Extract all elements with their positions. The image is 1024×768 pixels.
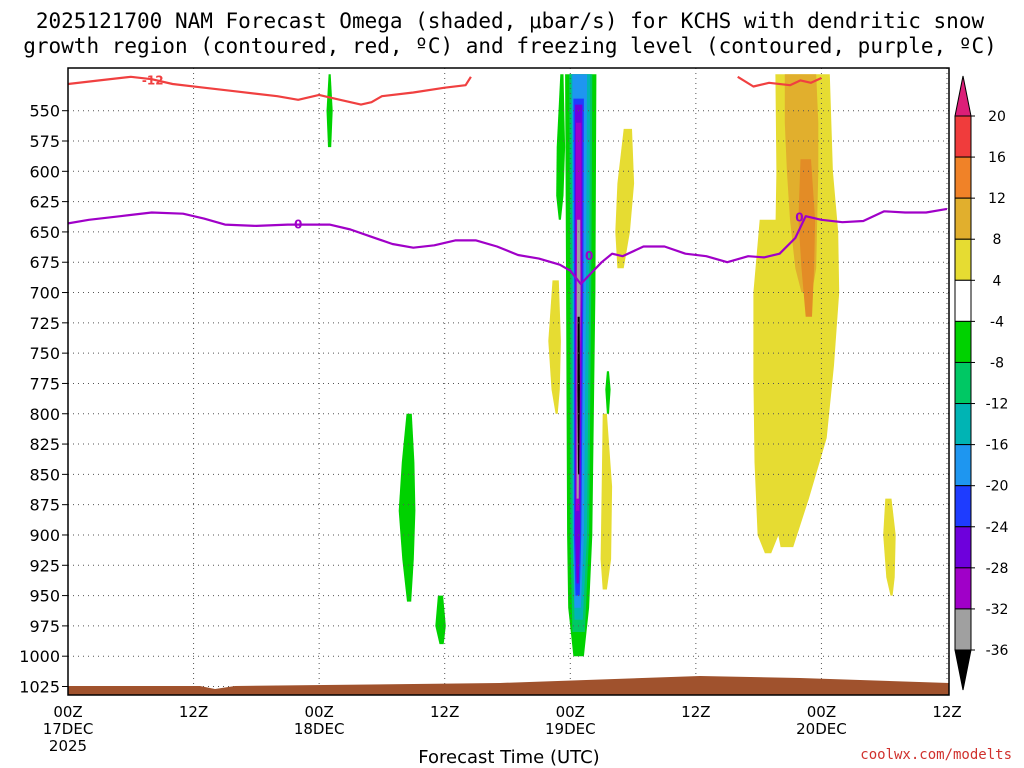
freezing-level-label-mid: 0	[585, 249, 593, 263]
terrain	[68, 676, 949, 695]
omega-negative-mid-small	[605, 371, 611, 414]
omega-negative-lowlevel	[398, 413, 416, 602]
y-tick-label: 850	[29, 465, 60, 484]
chart-title-line2: growth region (contoured, red, ºC) and f…	[23, 34, 997, 58]
y-tick-label: 550	[29, 102, 60, 121]
y-tick-label: 950	[29, 587, 60, 606]
freezing-level-label-right: 0	[795, 210, 803, 224]
x-tick-year: 2025	[49, 737, 87, 755]
colorbar-label: -28	[986, 561, 1009, 577]
x-tick-date: 20DEC	[796, 720, 847, 738]
colorbar-box	[954, 403, 972, 446]
credit-text: coolwx.com/modelts	[860, 747, 1012, 763]
colorbar-top-arrow	[954, 75, 972, 117]
colorbar-box	[954, 279, 972, 322]
contours: -12 0 0 0	[68, 73, 948, 286]
omega-positive-4-west	[753, 219, 780, 554]
x-tick-label: 00Z	[53, 703, 82, 721]
y-tick-label: 1000	[19, 647, 60, 666]
omega-negative-upper-left-col	[556, 74, 566, 220]
omega-negative-low-small	[435, 595, 446, 645]
y-tick-label: 1025	[19, 678, 60, 697]
dgz-contour-line	[68, 75, 472, 106]
colorbar-box	[954, 320, 972, 363]
omega-negative-upper-18dec	[326, 74, 333, 148]
x-tick-label: 12Z	[179, 703, 208, 721]
plot-frame	[67, 67, 950, 696]
y-tick-label: 800	[29, 405, 60, 424]
colorbar-box	[954, 485, 972, 528]
colorbar-label: 4	[993, 273, 1002, 289]
x-tick-date: 17DEC	[43, 720, 94, 738]
omega-positive-4-main	[766, 74, 840, 548]
x-tick-label: 00Z	[304, 703, 333, 721]
colorbar-box	[954, 238, 972, 281]
terrain-band	[68, 676, 949, 695]
x-tick-date: 19DEC	[545, 720, 596, 738]
y-tick-label: 775	[29, 374, 60, 393]
colorbar-box	[954, 361, 972, 405]
colorbar-label: -36	[986, 643, 1009, 659]
dgz-contour-label: -12	[142, 73, 164, 87]
colorbar-label: 8	[993, 232, 1002, 248]
y-tick-label: 975	[29, 617, 60, 636]
x-tick-label: 00Z	[556, 703, 585, 721]
y-tick-label: 700	[29, 284, 60, 303]
colorbar: 20 16 12 8 4 -4 -8 -12 -16 -20 -24 -28 -32 -36	[954, 75, 1009, 691]
omega-positive-12	[798, 159, 816, 317]
y-tick-label: 725	[29, 314, 60, 333]
omega-negative-36	[577, 316, 580, 475]
colorbar-label: -16	[986, 438, 1009, 454]
colorbar-label: -12	[986, 397, 1009, 413]
y-tick-label: 600	[29, 162, 60, 181]
colorbar-box	[954, 608, 972, 651]
colorbar-label: 16	[988, 150, 1006, 166]
y-tick-label: 925	[29, 556, 60, 575]
x-tick-date: 18DEC	[294, 720, 345, 738]
omega-positive-4-midlevel	[548, 280, 561, 414]
colorbar-box	[954, 444, 972, 487]
colorbar-label: -4	[990, 314, 1004, 330]
y-tick-label: 625	[29, 193, 60, 212]
y-tick-label: 650	[29, 223, 60, 242]
x-tick-label: 12Z	[430, 703, 459, 721]
colorbar-box	[954, 526, 972, 569]
y-tick-label: 675	[29, 253, 60, 272]
colorbar-label: 12	[988, 191, 1006, 207]
x-tick-label: 00Z	[807, 703, 836, 721]
freezing-level-line	[68, 207, 948, 286]
chart-title-line1: 2025121700 NAM Forecast Omega (shaded, μ…	[36, 9, 985, 33]
dgz-contour-line-right	[737, 75, 822, 88]
colorbar-box	[954, 115, 972, 158]
colorbar-label: -32	[986, 602, 1009, 618]
colorbar-bottom-arrow	[954, 649, 972, 691]
omega-positive-4-lowlevel	[600, 413, 613, 590]
y-tick-label: 875	[29, 496, 60, 515]
plot-area: -12 0 0 0	[68, 68, 949, 695]
x-tick-label: 12Z	[932, 703, 961, 721]
omega-positive-4-east	[883, 498, 896, 596]
x-axis-title: Forecast Time (UTC)	[418, 747, 599, 768]
y-tick-label: 575	[29, 132, 60, 151]
colorbar-box	[954, 156, 972, 199]
freezing-level-label: 0	[294, 218, 302, 232]
colorbar-label: -24	[986, 520, 1009, 536]
colorbar-label: -20	[986, 479, 1009, 495]
x-tick-label: 12Z	[681, 703, 710, 721]
y-tick-label: 825	[29, 435, 60, 454]
colorbar-box	[954, 197, 972, 240]
colorbar-label: 20	[988, 109, 1006, 125]
omega-positive-4-upper	[615, 128, 635, 269]
y-axis: 550 575 600 625 650 675 700 725 750 775 800 825 850 8…	[19, 102, 68, 697]
gridlines	[68, 68, 949, 695]
y-tick-label: 750	[29, 344, 60, 363]
colorbar-box	[954, 567, 972, 610]
colorbar-label: -8	[990, 355, 1004, 371]
y-tick-label: 900	[29, 526, 60, 545]
